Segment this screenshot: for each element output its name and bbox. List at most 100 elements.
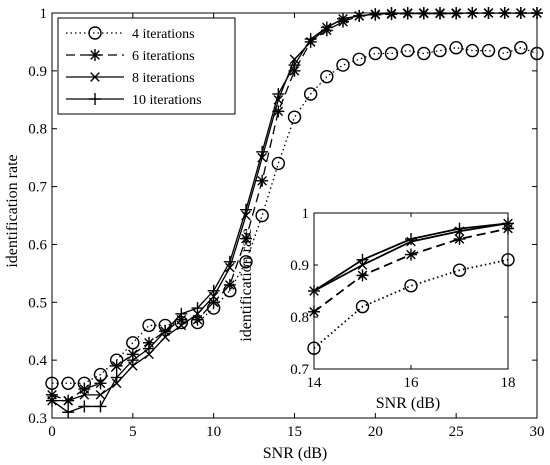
main-y-tick-label: 0.3 [28,411,47,427]
main-y-tick-label: 0.4 [28,353,47,369]
inset-series-1-point [355,299,370,314]
main-y-axis-label: identification rate [4,154,21,267]
inset-ticks: 14 16 18 0.7 0.8 0.9 1 [290,206,515,391]
main-y-tick-label: 0.8 [28,122,47,138]
inset-y-tick-label: 0.7 [290,362,309,378]
legend-label-3: 8 iterations [132,71,195,86]
legend: 4 iterations 6 iterations 8 iterations 10 i… [57,17,236,115]
inset-y-tick-label: 0.9 [290,258,309,274]
inset-series-2-point [453,233,466,245]
main-series-4-point [126,354,139,367]
main-x-tick-label: 5 [129,424,137,440]
main-series-1-point [384,46,399,61]
main-series-2-point [191,313,204,326]
legend-marker-3 [90,72,100,82]
inset-y-tick-label: 0.8 [290,310,309,326]
main-series-4-point [337,12,349,25]
main-y-tick-label: 0.9 [28,64,47,80]
inset-x-axis-label: SNR (dB) [376,395,440,412]
main-series-3-point [63,395,73,406]
inset-x-tick-label: 16 [404,375,420,391]
main-series-1-point [465,43,480,58]
inset-series-2-point [356,269,369,282]
main-series-1-point [287,110,302,124]
main-x-axis-label: SNR (dB) [263,445,327,462]
main-series-3-point [79,390,90,400]
main-y-tick-label: 0.6 [28,237,47,253]
main-series-1-point [417,46,431,61]
legend-marker-2 [89,49,101,61]
legend-label-1: 4 iterations [132,27,195,42]
main-series-4-point [94,400,107,413]
main-series-4-point [288,59,301,72]
main-series-1-point [514,41,528,55]
main-series-1-point [368,46,383,61]
legend-marker-1 [88,26,102,40]
main-series-2-point [272,105,285,118]
inset-y-tick-label: 1 [302,206,310,222]
main-y-tick-label: 1 [40,6,48,22]
main-series-4-point [256,145,269,158]
inset-x-tick-label: 14 [307,375,323,391]
main-y-tick-label: 0.5 [28,295,47,311]
main-series-4-point [175,307,188,320]
inset-series-1-point [404,279,418,293]
main-series-2-point [240,232,252,245]
main-series-2-point [207,296,220,309]
main-series-1-point [320,69,334,84]
main-series-1-point [271,156,286,171]
inset-series-1-point [452,263,467,277]
legend-box [57,17,236,115]
main-series-3-point [95,390,106,400]
main-series-4-point [62,406,75,419]
main-series-1-point [239,255,253,269]
main-series-4-point [240,203,252,216]
main-series-1-point [449,41,463,55]
main-series-3-point [176,320,187,331]
main-series-4-point [191,302,204,315]
inset-y-axis-label: identification rate [238,228,255,341]
inset-plot: SNR (dB) identification rate 14 16 18 0.7 0.… [238,206,516,412]
main-series-4-point [320,21,333,34]
main-series-1-point [61,376,75,390]
main-series-4-point [143,342,155,355]
main-x-tick-label: 30 [530,424,545,440]
legend-label-2: 6 iterations [132,49,195,64]
legend-marker-4 [89,93,101,105]
main-x-tick-label: 15 [287,424,302,440]
main-series-4-point [110,371,123,384]
inset-series-4-point [453,222,466,235]
inset-series-2-point [405,248,417,261]
inset-series-4-point [356,253,369,266]
main-series-4-point [353,9,366,22]
main-x-tick-label: 0 [48,424,56,440]
main-series-1-point [481,43,496,58]
main-series-2-point [110,359,123,372]
legend-label-4: 10 iterations [132,93,202,108]
main-series-1-point [142,318,156,333]
main-series-4-point [78,400,91,413]
main-series-4-point [272,88,285,100]
inset-series-4-point [405,233,417,245]
main-series-1-point [255,208,269,223]
main-series-4-point [304,33,317,46]
main-ticks: 0 5 10 15 20 25 30 0.3 0.4 0.5 0.6 0.7 0.8 0.9 1 [28,6,544,440]
inset-series-markers [307,217,515,355]
main-series-2-point [223,278,236,291]
main-series-4-point [207,284,220,297]
main-series-2-point [256,174,269,187]
main-x-tick-label: 25 [449,424,464,440]
main-x-tick-label: 10 [206,424,221,440]
main-series-1-point [303,87,318,101]
main-series-2-point [94,377,107,390]
main-series-1-point [400,43,415,58]
main-x-tick-label: 20 [368,424,383,440]
inset-x-tick-label: 18 [501,375,516,391]
main-series-1-point [352,52,366,66]
main-y-tick-label: 0.7 [28,180,47,196]
main-series-1-point [336,58,350,72]
main-series-4-point [223,255,236,268]
main-series-2-point [78,383,91,396]
main-series-1-point [497,46,512,61]
